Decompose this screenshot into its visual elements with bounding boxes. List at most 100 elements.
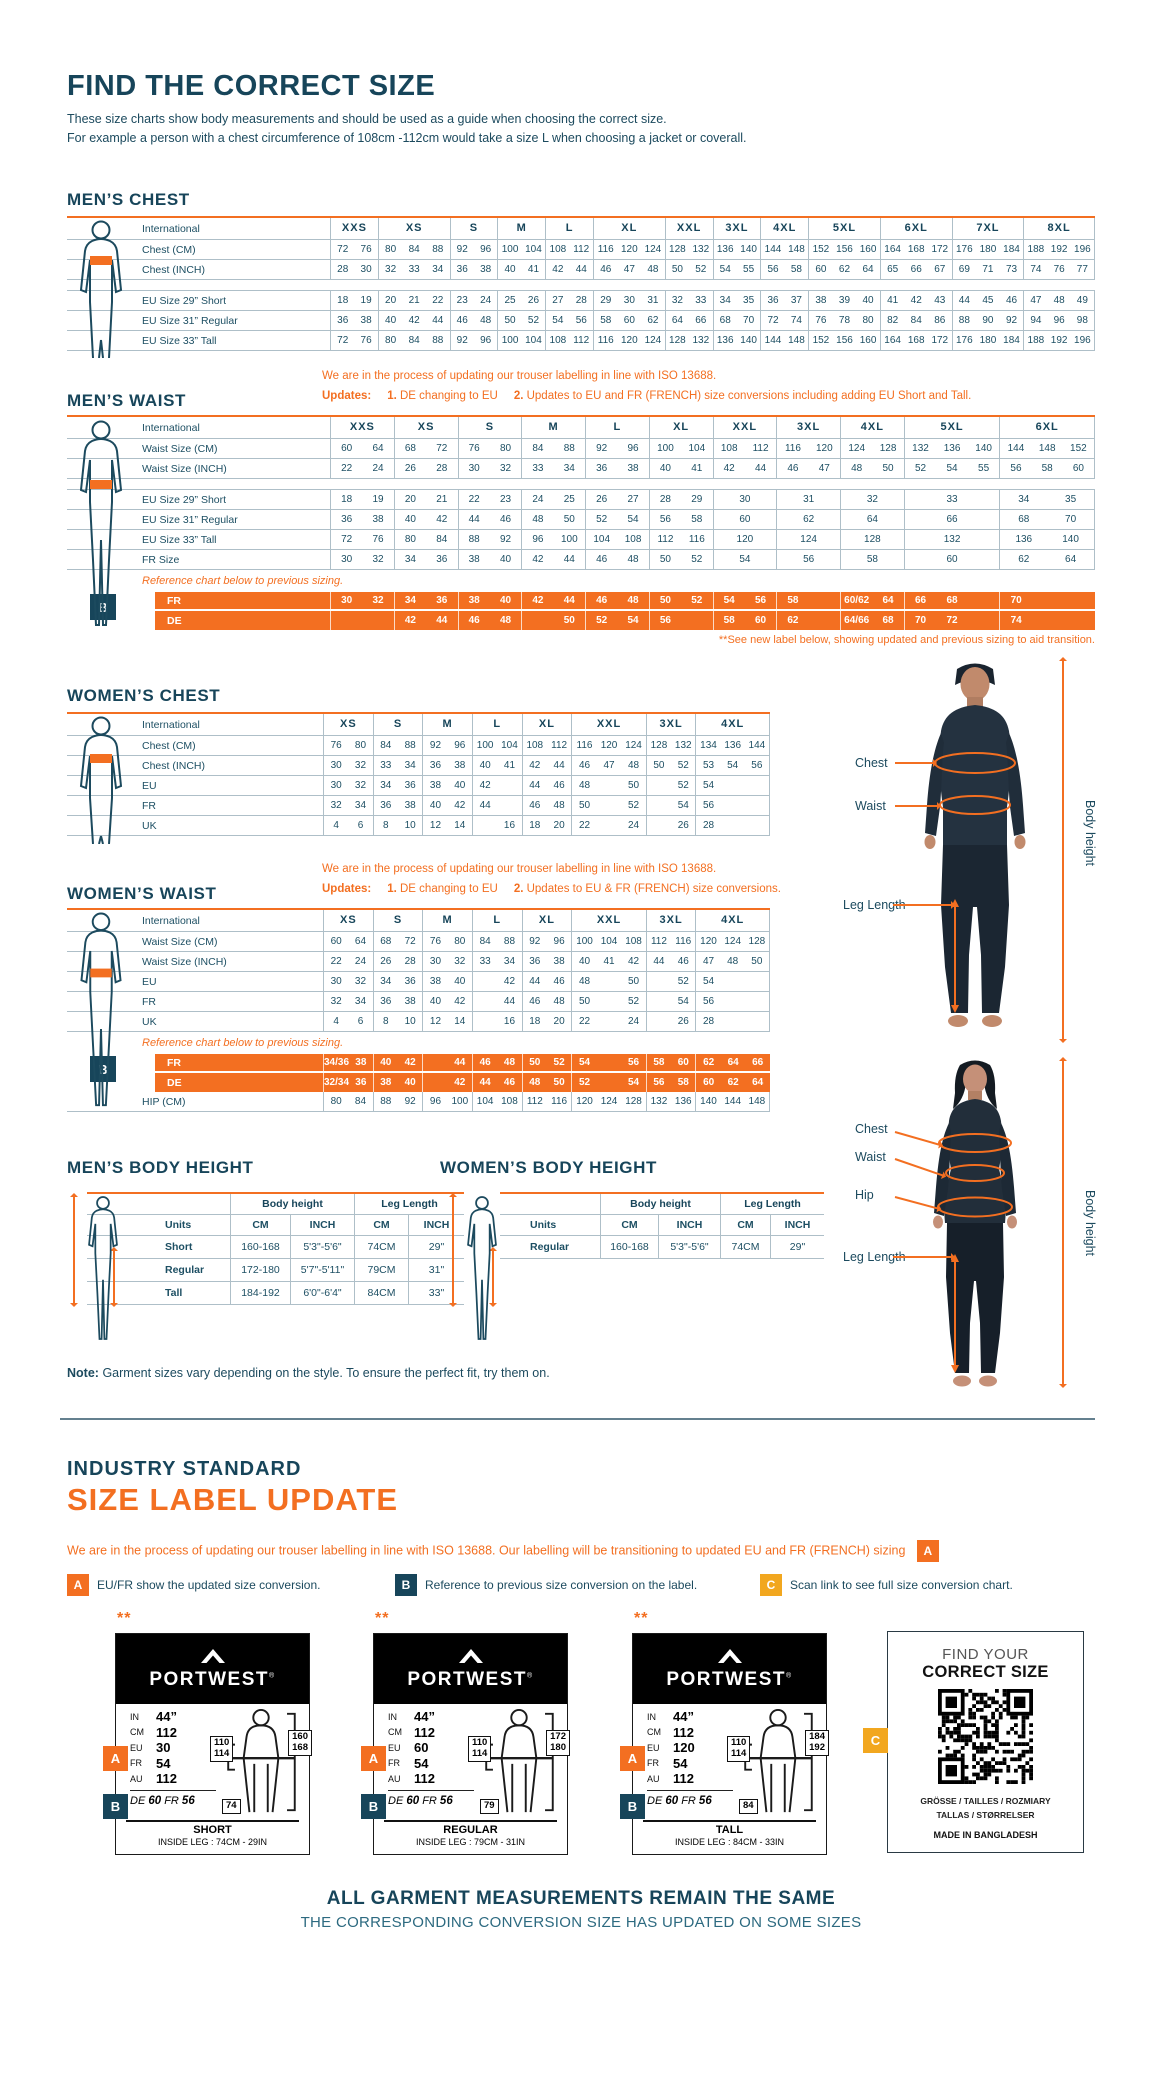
- size-value: 64: [671, 314, 683, 326]
- size-value: 40: [404, 513, 416, 525]
- size-value: 36: [355, 1076, 367, 1088]
- size-cell: 40 41 42: [571, 952, 646, 971]
- de-value: 60: [665, 1795, 679, 1807]
- value-cell: CM: [230, 1215, 290, 1235]
- size-value: 46: [787, 462, 799, 474]
- size-cell: 22 24: [323, 952, 373, 971]
- size-value: 188: [1027, 243, 1045, 255]
- size-value: 76: [429, 935, 442, 947]
- size-cell: 6XL: [879, 218, 952, 239]
- size-value: 98: [1076, 314, 1088, 326]
- size-value: 60: [341, 442, 353, 454]
- label-cards-row: ** PORTWEST® IN 44” CM 112 EU 30 FR 54 AU 112 DE 60 …: [0, 1610, 1157, 1862]
- waist-box-value: 114: [472, 1747, 488, 1759]
- size-cell: 46 48: [449, 311, 498, 330]
- size-value: 50: [882, 462, 894, 474]
- size-cell: 54: [695, 972, 770, 991]
- measurement-row: CM 112: [130, 1725, 216, 1741]
- man-photo-figure: [924, 663, 1026, 1027]
- size-cell: 28 30: [330, 260, 378, 279]
- size-value: 54: [627, 614, 639, 626]
- size-value: 124: [848, 442, 866, 454]
- size-value: 42: [529, 759, 541, 771]
- portwest-mark-icon: [713, 1649, 747, 1669]
- row-label: EU Size 31” Regular: [142, 513, 238, 526]
- size-value: 84: [910, 314, 922, 326]
- label-box: PORTWEST® IN 44” CM 112 EU 60 FR 54 AU 112 DE 60 FR…: [361, 1633, 570, 1855]
- measurement-row: IN 44”: [647, 1709, 733, 1725]
- size-cell: 62 64: [999, 550, 1095, 569]
- woman-leg-pointer-line: [893, 1253, 955, 1261]
- size-value: 50: [659, 594, 671, 606]
- size-value: 132: [692, 334, 710, 346]
- size-value: 92: [529, 935, 541, 947]
- size-value: 50: [653, 759, 665, 771]
- size-value: 50: [659, 553, 671, 565]
- size-value: 33: [695, 294, 707, 306]
- footer-line-1: ALL GARMENT MEASUREMENTS REMAIN THE SAME: [326, 1888, 836, 1909]
- size-cell: 100 104: [497, 240, 545, 259]
- table-block: EU Size 29” Short 18 19 20 21 22 23 24 25 26 27 28 2…: [67, 489, 1095, 570]
- size-cell: 33 34: [372, 756, 423, 775]
- size-value: 28: [436, 462, 448, 474]
- size-cell: 176 180 184: [951, 331, 1024, 350]
- row-label: Units: [165, 1219, 192, 1231]
- size-value: 64: [354, 935, 367, 947]
- row-label: EU: [142, 779, 157, 792]
- size-value: S: [485, 421, 495, 433]
- measurement-row: FR 54: [388, 1756, 474, 1772]
- size-value: 48: [647, 263, 659, 275]
- registered-mark: ®: [786, 1672, 793, 1680]
- size-cell: 152 156 160: [808, 240, 880, 259]
- size-value: 3XL: [797, 421, 821, 433]
- size-cell: L: [545, 218, 593, 239]
- size-cell: 100 104: [497, 331, 545, 350]
- size-value: 50: [553, 1076, 565, 1088]
- size-value: 74: [790, 314, 802, 326]
- size-cell: 28 29: [648, 490, 713, 509]
- size-value: 164: [884, 334, 901, 346]
- size-cell: 104 108: [471, 1092, 522, 1111]
- inside-leg-text: INSIDE LEG : 84CM - 33IN: [674, 1837, 785, 1847]
- size-value: 3XL: [659, 718, 683, 730]
- size-cell: 32/34 36: [323, 1073, 373, 1092]
- size-cell: 188 192 196: [1023, 331, 1095, 350]
- size-cell: 68 70: [999, 510, 1095, 529]
- mens-chest-silhouette-icon: [79, 220, 123, 358]
- size-cell: 72 74: [760, 311, 808, 330]
- size-value: 148: [788, 334, 805, 346]
- height-box-value: 172: [550, 1731, 566, 1742]
- size-value: 140: [740, 334, 757, 346]
- size-value: 32: [454, 955, 466, 967]
- size-value: 54: [946, 462, 958, 474]
- size-value: 36: [404, 779, 416, 791]
- size-value: 48: [851, 462, 863, 474]
- size-value: 54: [739, 553, 751, 565]
- size-value: 44: [479, 799, 491, 811]
- size-value: 50: [563, 513, 575, 525]
- size-value: 56: [702, 995, 715, 1007]
- size-cell: 84 88: [521, 439, 585, 458]
- size-cell: M: [422, 714, 472, 735]
- size-row: EU Size 33” Tall 72 76 80 84 88 92 96 100 104 108 1…: [67, 331, 1095, 351]
- row-label: Units: [530, 1219, 557, 1231]
- size-value: 32: [671, 294, 683, 306]
- size-value: 144: [764, 243, 782, 255]
- value-cell: CM: [354, 1215, 408, 1235]
- size-value: 132: [943, 533, 961, 545]
- measurement-value: 54: [156, 1755, 171, 1771]
- size-cell: 36 38: [330, 311, 378, 330]
- iso-note: We are in the process of updating our tr…: [322, 370, 717, 382]
- size-value: 4XL: [773, 222, 797, 234]
- legend-text: Scan link to see full size conversion ch…: [790, 1578, 1013, 1592]
- mens-waist-update-note: We are in the process of updating our tr…: [322, 366, 971, 406]
- size-value: 152: [1070, 442, 1087, 454]
- size-value: 41: [887, 294, 899, 306]
- size-cell: 53 54 56: [695, 756, 770, 775]
- size-value: 148: [788, 243, 805, 255]
- size-value: 144: [1007, 442, 1025, 454]
- size-cell: S: [457, 417, 522, 438]
- size-value: 30: [429, 955, 442, 967]
- size-value: 124: [644, 243, 662, 255]
- row-label: Waist Size (CM): [142, 442, 218, 455]
